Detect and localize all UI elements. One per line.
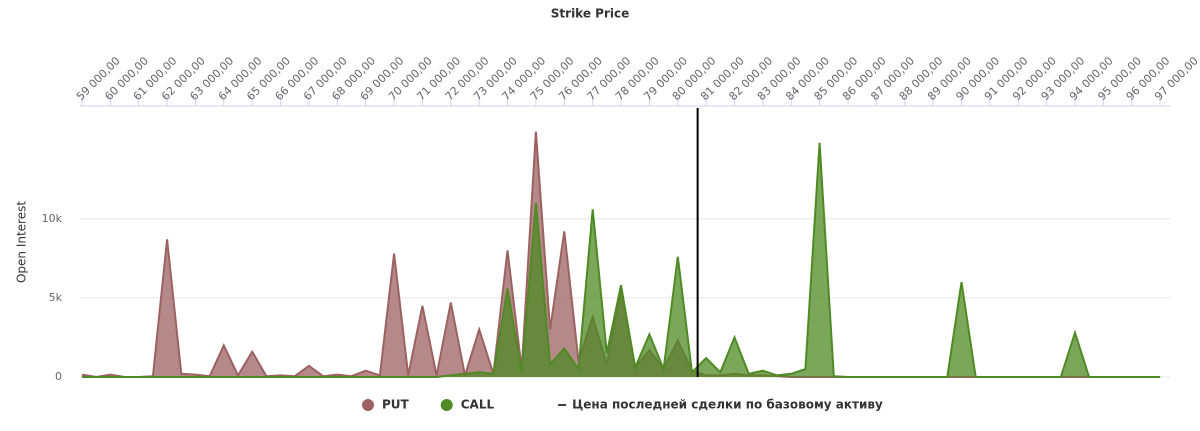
area-line [82,142,1161,378]
y-tick-label: 5k [49,291,63,304]
y-axis-label: Open Interest [15,201,29,283]
legend-label: PUT [382,398,410,412]
legend-label: Цена последней сделки по базовому активу [572,398,883,412]
legend-label: CALL [461,398,495,412]
legend-marker [440,399,453,411]
y-tick-label: 0 [55,370,62,383]
y-tick-label: 10k [42,212,63,225]
chart-title: Strike Price [551,7,629,21]
legend-marker [362,399,374,411]
area-fill [82,142,1161,377]
